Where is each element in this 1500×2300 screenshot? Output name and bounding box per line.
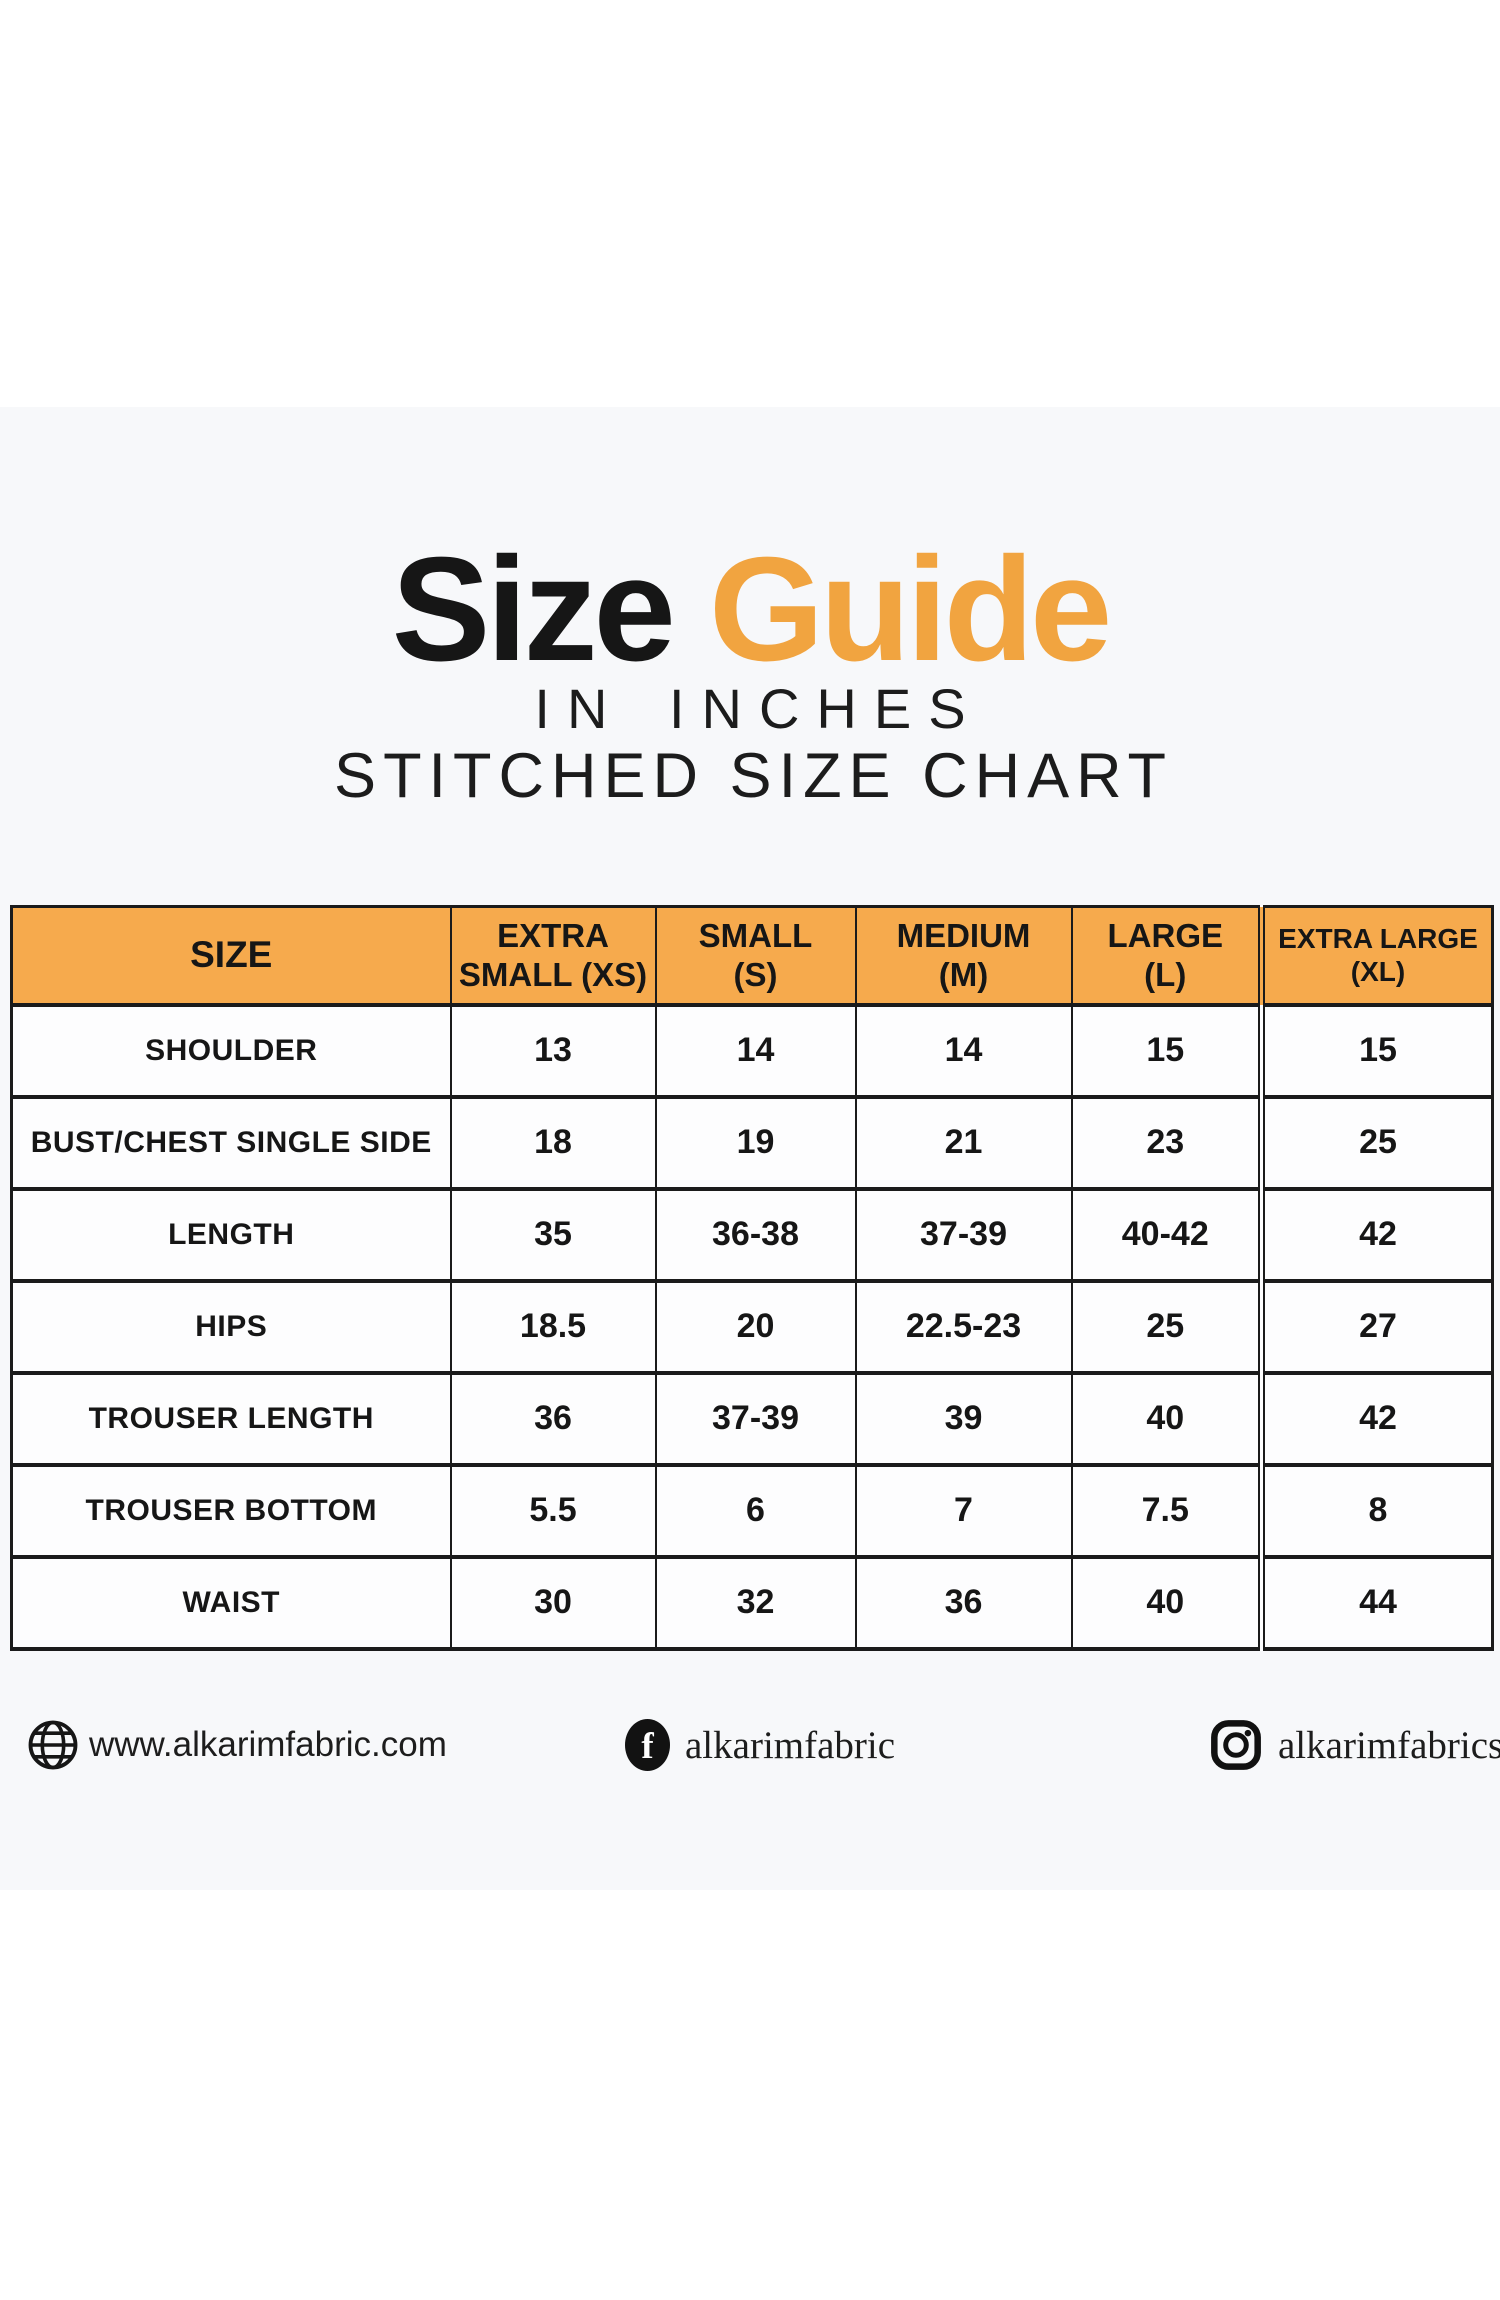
col-header-xs-line2: SMALL (XS) <box>458 956 648 994</box>
col-header-size-label: SIZE <box>190 934 273 976</box>
footer-website[interactable]: www.alkarimfabric.com <box>26 1708 447 1782</box>
cell-value: 40 <box>1070 1370 1263 1467</box>
cell-value: 21 <box>854 1094 1073 1191</box>
cell-value: 35 <box>449 1186 657 1283</box>
cell-value: 37-39 <box>854 1186 1073 1283</box>
subtitle-in-inches: IN INCHES <box>534 677 983 740</box>
cell-value: 36-38 <box>654 1186 857 1283</box>
facebook-handle: alkarimfabric <box>685 1723 896 1767</box>
footer-facebook[interactable]: f alkarimfabric <box>625 1708 895 1782</box>
cell-value: 18 <box>449 1094 657 1191</box>
cell-value: 36 <box>854 1554 1073 1651</box>
cell-value: 42 <box>1258 1186 1494 1283</box>
col-header-xs-line1: EXTRA <box>497 916 609 954</box>
table-row-hips: HIPS 18.5 20 22.5-23 25 27 <box>10 1278 1494 1375</box>
cell-value: 40 <box>1070 1554 1263 1651</box>
col-header-l-line2: (L) <box>1144 956 1187 994</box>
col-header-m-line2: (M) <box>938 956 989 994</box>
size-chart-table: SIZE EXTRA SMALL (XS) SMALL (S) MEDIUM (M) … <box>10 905 1494 1651</box>
col-header-m-line1: MEDIUM <box>896 916 1031 954</box>
cell-value: 18.5 <box>449 1278 657 1375</box>
cell-value: 25 <box>1070 1278 1263 1375</box>
col-header-s-line2: (S) <box>733 956 778 994</box>
row-label: BUST/CHEST SINGLE SIDE <box>10 1094 452 1191</box>
table-row-shoulder: SHOULDER 13 14 14 15 15 <box>10 1002 1494 1099</box>
cell-value: 7.5 <box>1070 1462 1263 1559</box>
row-label: TROUSER BOTTOM <box>10 1462 452 1559</box>
table-row-trouser-length: TROUSER LENGTH 36 37-39 39 40 42 <box>10 1370 1494 1467</box>
table-row-trouser-bottom: TROUSER BOTTOM 5.5 6 7 7.5 8 <box>10 1462 1494 1559</box>
cell-value: 36 <box>449 1370 657 1467</box>
cell-value: 40-42 <box>1070 1186 1263 1283</box>
cell-value: 37-39 <box>654 1370 857 1467</box>
cell-value: 13 <box>449 1002 657 1099</box>
website-url: www.alkarimfabric.com <box>89 1725 447 1764</box>
table-row-waist: WAIST 30 32 36 40 44 <box>10 1554 1494 1651</box>
cell-value: 30 <box>449 1554 657 1651</box>
page-title-guide: Guide <box>708 527 1112 692</box>
table-row-bust-chest: BUST/CHEST SINGLE SIDE 18 19 21 23 25 <box>10 1094 1494 1191</box>
page-title: Size Guide <box>0 536 1500 684</box>
cell-value: 15 <box>1258 1002 1494 1099</box>
facebook-icon: f <box>625 1719 670 1771</box>
page-title-size: Size <box>391 527 676 692</box>
cell-value: 42 <box>1258 1370 1494 1467</box>
cell-value: 7 <box>854 1462 1073 1559</box>
row-label: LENGTH <box>10 1186 452 1283</box>
cell-value: 32 <box>654 1554 857 1651</box>
instagram-icon <box>1210 1719 1262 1771</box>
row-label: WAIST <box>10 1554 452 1651</box>
facebook-f-glyph: f <box>641 1725 654 1767</box>
cell-value: 25 <box>1258 1094 1494 1191</box>
col-header-size: SIZE <box>10 905 452 1007</box>
col-header-xl-line1: EXTRA LARGE <box>1278 922 1478 954</box>
instagram-handle: alkarimfabrics <box>1278 1723 1500 1767</box>
cell-value: 27 <box>1258 1278 1494 1375</box>
cell-value: 5.5 <box>449 1462 657 1559</box>
footer-instagram[interactable]: alkarimfabrics <box>1210 1708 1500 1782</box>
subtitle-stitched-size-chart: STITCHED SIZE CHART <box>334 741 1173 811</box>
col-header-m: MEDIUM (M) <box>854 905 1073 1007</box>
row-label: HIPS <box>10 1278 452 1375</box>
cell-value: 20 <box>654 1278 857 1375</box>
footer: www.alkarimfabric.com f alkarimfabric al… <box>0 1708 1500 1782</box>
col-header-s: SMALL (S) <box>654 905 857 1007</box>
cell-value: 15 <box>1070 1002 1263 1099</box>
globe-icon <box>26 1718 80 1772</box>
col-header-xl-line2: (XL) <box>1350 956 1406 988</box>
table-row-length: LENGTH 35 36-38 37-39 40-42 42 <box>10 1186 1494 1283</box>
row-label: TROUSER LENGTH <box>10 1370 452 1467</box>
table-header-row: SIZE EXTRA SMALL (XS) SMALL (S) MEDIUM (M) … <box>10 905 1494 1007</box>
cell-value: 14 <box>854 1002 1073 1099</box>
cell-value: 8 <box>1258 1462 1494 1559</box>
cell-value: 23 <box>1070 1094 1263 1191</box>
col-header-xl: EXTRA LARGE (XL) <box>1258 905 1494 1007</box>
cell-value: 19 <box>654 1094 857 1191</box>
col-header-s-line1: SMALL <box>698 916 813 954</box>
col-header-l-line1: LARGE <box>1107 916 1224 954</box>
cell-value: 22.5-23 <box>854 1278 1073 1375</box>
col-header-l: LARGE (L) <box>1070 905 1263 1007</box>
cell-value: 6 <box>654 1462 857 1559</box>
cell-value: 39 <box>854 1370 1073 1467</box>
cell-value: 44 <box>1258 1554 1494 1651</box>
row-label: SHOULDER <box>10 1002 452 1099</box>
col-header-xs: EXTRA SMALL (XS) <box>449 905 657 1007</box>
cell-value: 14 <box>654 1002 857 1099</box>
